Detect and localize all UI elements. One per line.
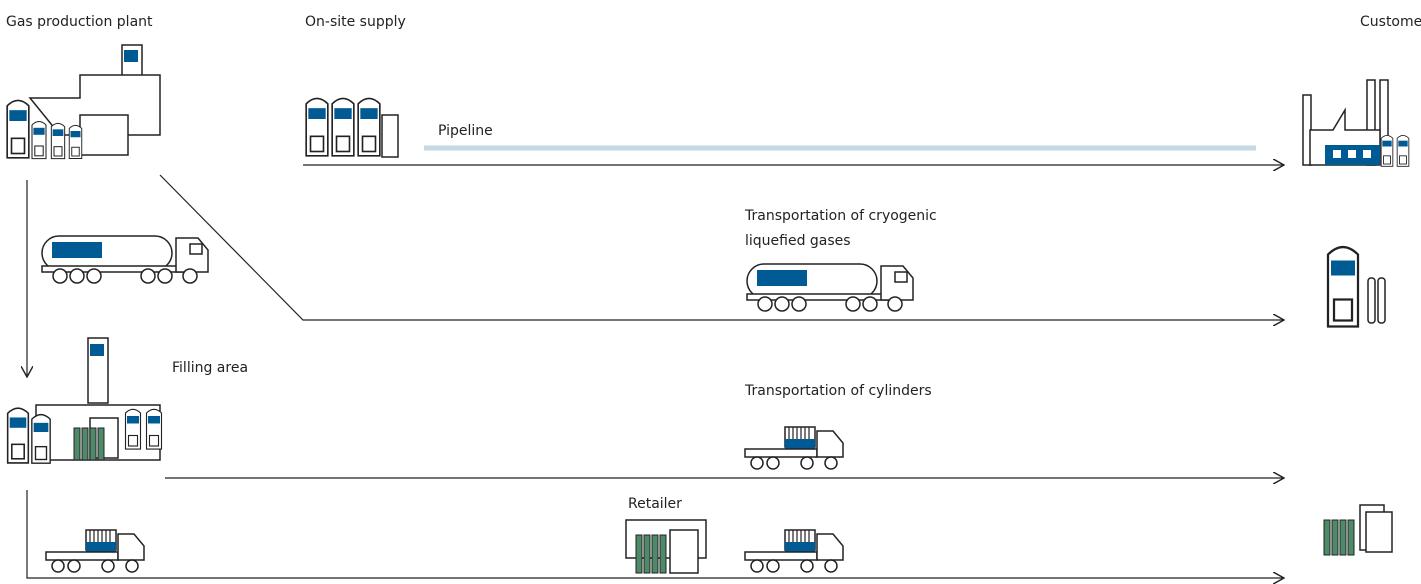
filling-icon (8, 338, 162, 463)
arrow (160, 175, 1284, 320)
node-label: Filling area (172, 360, 248, 376)
route-label: liquefied gases (745, 233, 851, 249)
retailer-icon (626, 520, 706, 573)
route-label: Transportation of cryogenic (744, 208, 937, 224)
customer-factory (1303, 80, 1409, 166)
customer-tank (1328, 247, 1385, 327)
cylinder-truck (745, 427, 843, 469)
cylinder-truck (745, 530, 843, 572)
plant-icon (7, 45, 160, 159)
route-label: Pipeline (438, 123, 493, 139)
tanker-truck (42, 236, 208, 283)
node-label: Retailer (628, 496, 682, 512)
column-header: On-site supply (305, 14, 406, 30)
route-label: Transportation of cylinders (744, 383, 932, 399)
onsite-icon (306, 98, 398, 157)
cylinder-truck (46, 530, 144, 572)
customer-cylinders (1324, 505, 1392, 555)
column-header: Customer (1360, 14, 1421, 30)
tanker-truck (747, 264, 913, 311)
column-header: Gas production plant (6, 14, 153, 30)
supply-diagram: Gas production plant On-site supply Cust… (0, 0, 1421, 584)
